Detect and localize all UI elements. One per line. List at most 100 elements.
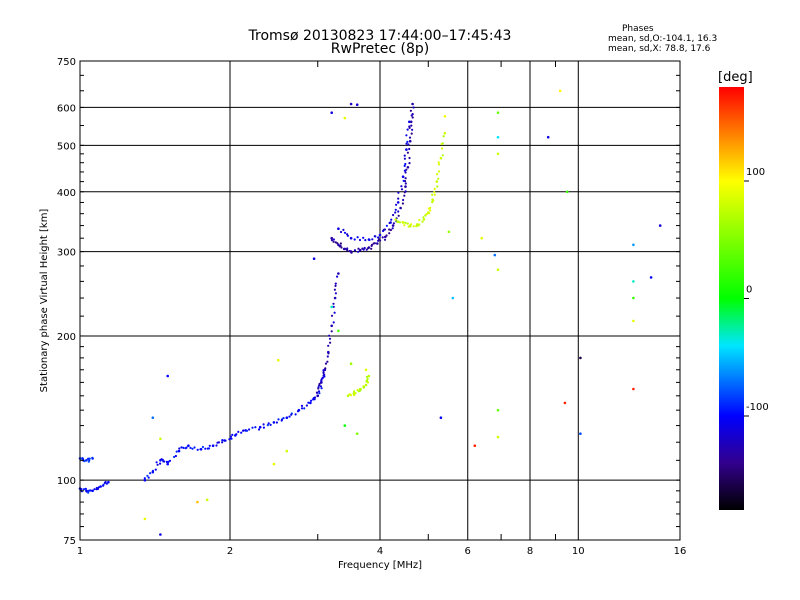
trace-point (104, 480, 107, 484)
trace-point (404, 190, 407, 193)
plot-frame (79, 60, 681, 541)
trace-point (147, 476, 150, 479)
trace-point (326, 355, 329, 358)
trace-point (151, 469, 155, 472)
trace-point (370, 243, 374, 246)
trace-point (408, 162, 411, 165)
axis-ticks: 1 2 4 6 8 10 16 75 100 200 300 400 500 600 750 Frequenc… (39, 57, 686, 571)
trace-point (339, 230, 343, 234)
trace-point (409, 109, 412, 112)
trace-point (349, 236, 353, 240)
trace-point (406, 222, 409, 225)
scatter-point (166, 374, 169, 378)
trace-point (433, 193, 436, 196)
y-tick-label: 100 (57, 476, 76, 487)
trace-point (285, 416, 289, 420)
trace-point (404, 177, 407, 180)
phases-o-stats: mean, sd,O:-104.1, 16.3 (608, 34, 718, 44)
trace-point (91, 457, 94, 460)
phases-heading: Phases (622, 24, 654, 34)
scatter-point (496, 435, 500, 439)
trace-point (315, 391, 319, 394)
trace-point (199, 448, 203, 451)
trace-point (394, 218, 398, 221)
trace-point (334, 241, 337, 244)
trace-point (303, 407, 306, 410)
y-tick-label: 75 (63, 536, 76, 547)
trace-point (424, 214, 427, 217)
trace-point (143, 478, 147, 482)
scatter-point (330, 305, 334, 309)
scatter-point (632, 319, 635, 323)
scatter-point (493, 253, 497, 257)
trace-point (332, 321, 335, 324)
trace-point (262, 423, 265, 426)
x-tick-label: 6 (465, 546, 471, 557)
trace-point (408, 147, 411, 151)
trace-point (411, 128, 414, 131)
trace-point (390, 218, 393, 221)
trace-point (398, 221, 401, 224)
trace-point (381, 236, 384, 239)
trace-point (272, 421, 276, 424)
trace-point (309, 401, 312, 405)
trace-point (231, 433, 234, 436)
trace-point (300, 404, 304, 407)
trace-point (334, 282, 337, 285)
trace-point (215, 444, 218, 447)
trace-point (339, 244, 342, 247)
trace-point (397, 197, 400, 200)
scatter-point (546, 135, 550, 139)
trace-point (102, 483, 105, 486)
trace-point (405, 134, 408, 137)
x-tick-label: 2 (227, 546, 233, 557)
trace-point (404, 185, 407, 188)
trace-point (224, 439, 227, 442)
trace-point (437, 170, 441, 173)
trace-point (184, 447, 187, 450)
trace-point (297, 408, 301, 412)
trace-point (436, 173, 439, 176)
scatter-point (277, 358, 280, 362)
scatter-point (439, 416, 443, 420)
trace-point (403, 194, 406, 197)
scatter-point (349, 102, 353, 106)
x-tick-label: 16 (674, 546, 687, 557)
trace-point (245, 429, 249, 432)
trace-point (333, 311, 336, 314)
trace-point (258, 425, 262, 429)
trace-point (330, 314, 334, 317)
trace-point (388, 228, 391, 231)
trace-point (346, 394, 350, 398)
x-axis-label: Frequency [MHz] (338, 560, 422, 571)
trace-point (290, 412, 293, 415)
trace-point (334, 292, 337, 295)
trace-point (187, 444, 190, 448)
trace-point (385, 224, 388, 227)
x-tick-label: 8 (527, 546, 533, 557)
phases-x-stats: mean, sd,X: 78.8, 17.6 (608, 44, 711, 54)
trace-point (365, 375, 369, 378)
trace-point (277, 418, 280, 421)
trace-point (405, 148, 408, 151)
trace-point (348, 393, 351, 396)
trace-point (418, 218, 421, 222)
trace-point (208, 444, 211, 447)
scatter-point (443, 115, 447, 118)
data-points (78, 89, 662, 536)
trace-point (406, 140, 409, 143)
trace-point (322, 371, 325, 374)
trace-point (345, 248, 348, 251)
trace-point (396, 201, 400, 204)
trace-point (333, 288, 336, 291)
scatter-point (632, 296, 635, 300)
trace-point (362, 386, 366, 389)
colorbar: 100 0 -100 (719, 87, 769, 510)
trace-point (363, 246, 366, 250)
trace-point (418, 223, 421, 226)
trace-point (196, 448, 199, 451)
trace-point (395, 203, 398, 206)
trace-point (159, 462, 162, 465)
scatter-point (579, 432, 582, 436)
trace-point (105, 482, 108, 485)
